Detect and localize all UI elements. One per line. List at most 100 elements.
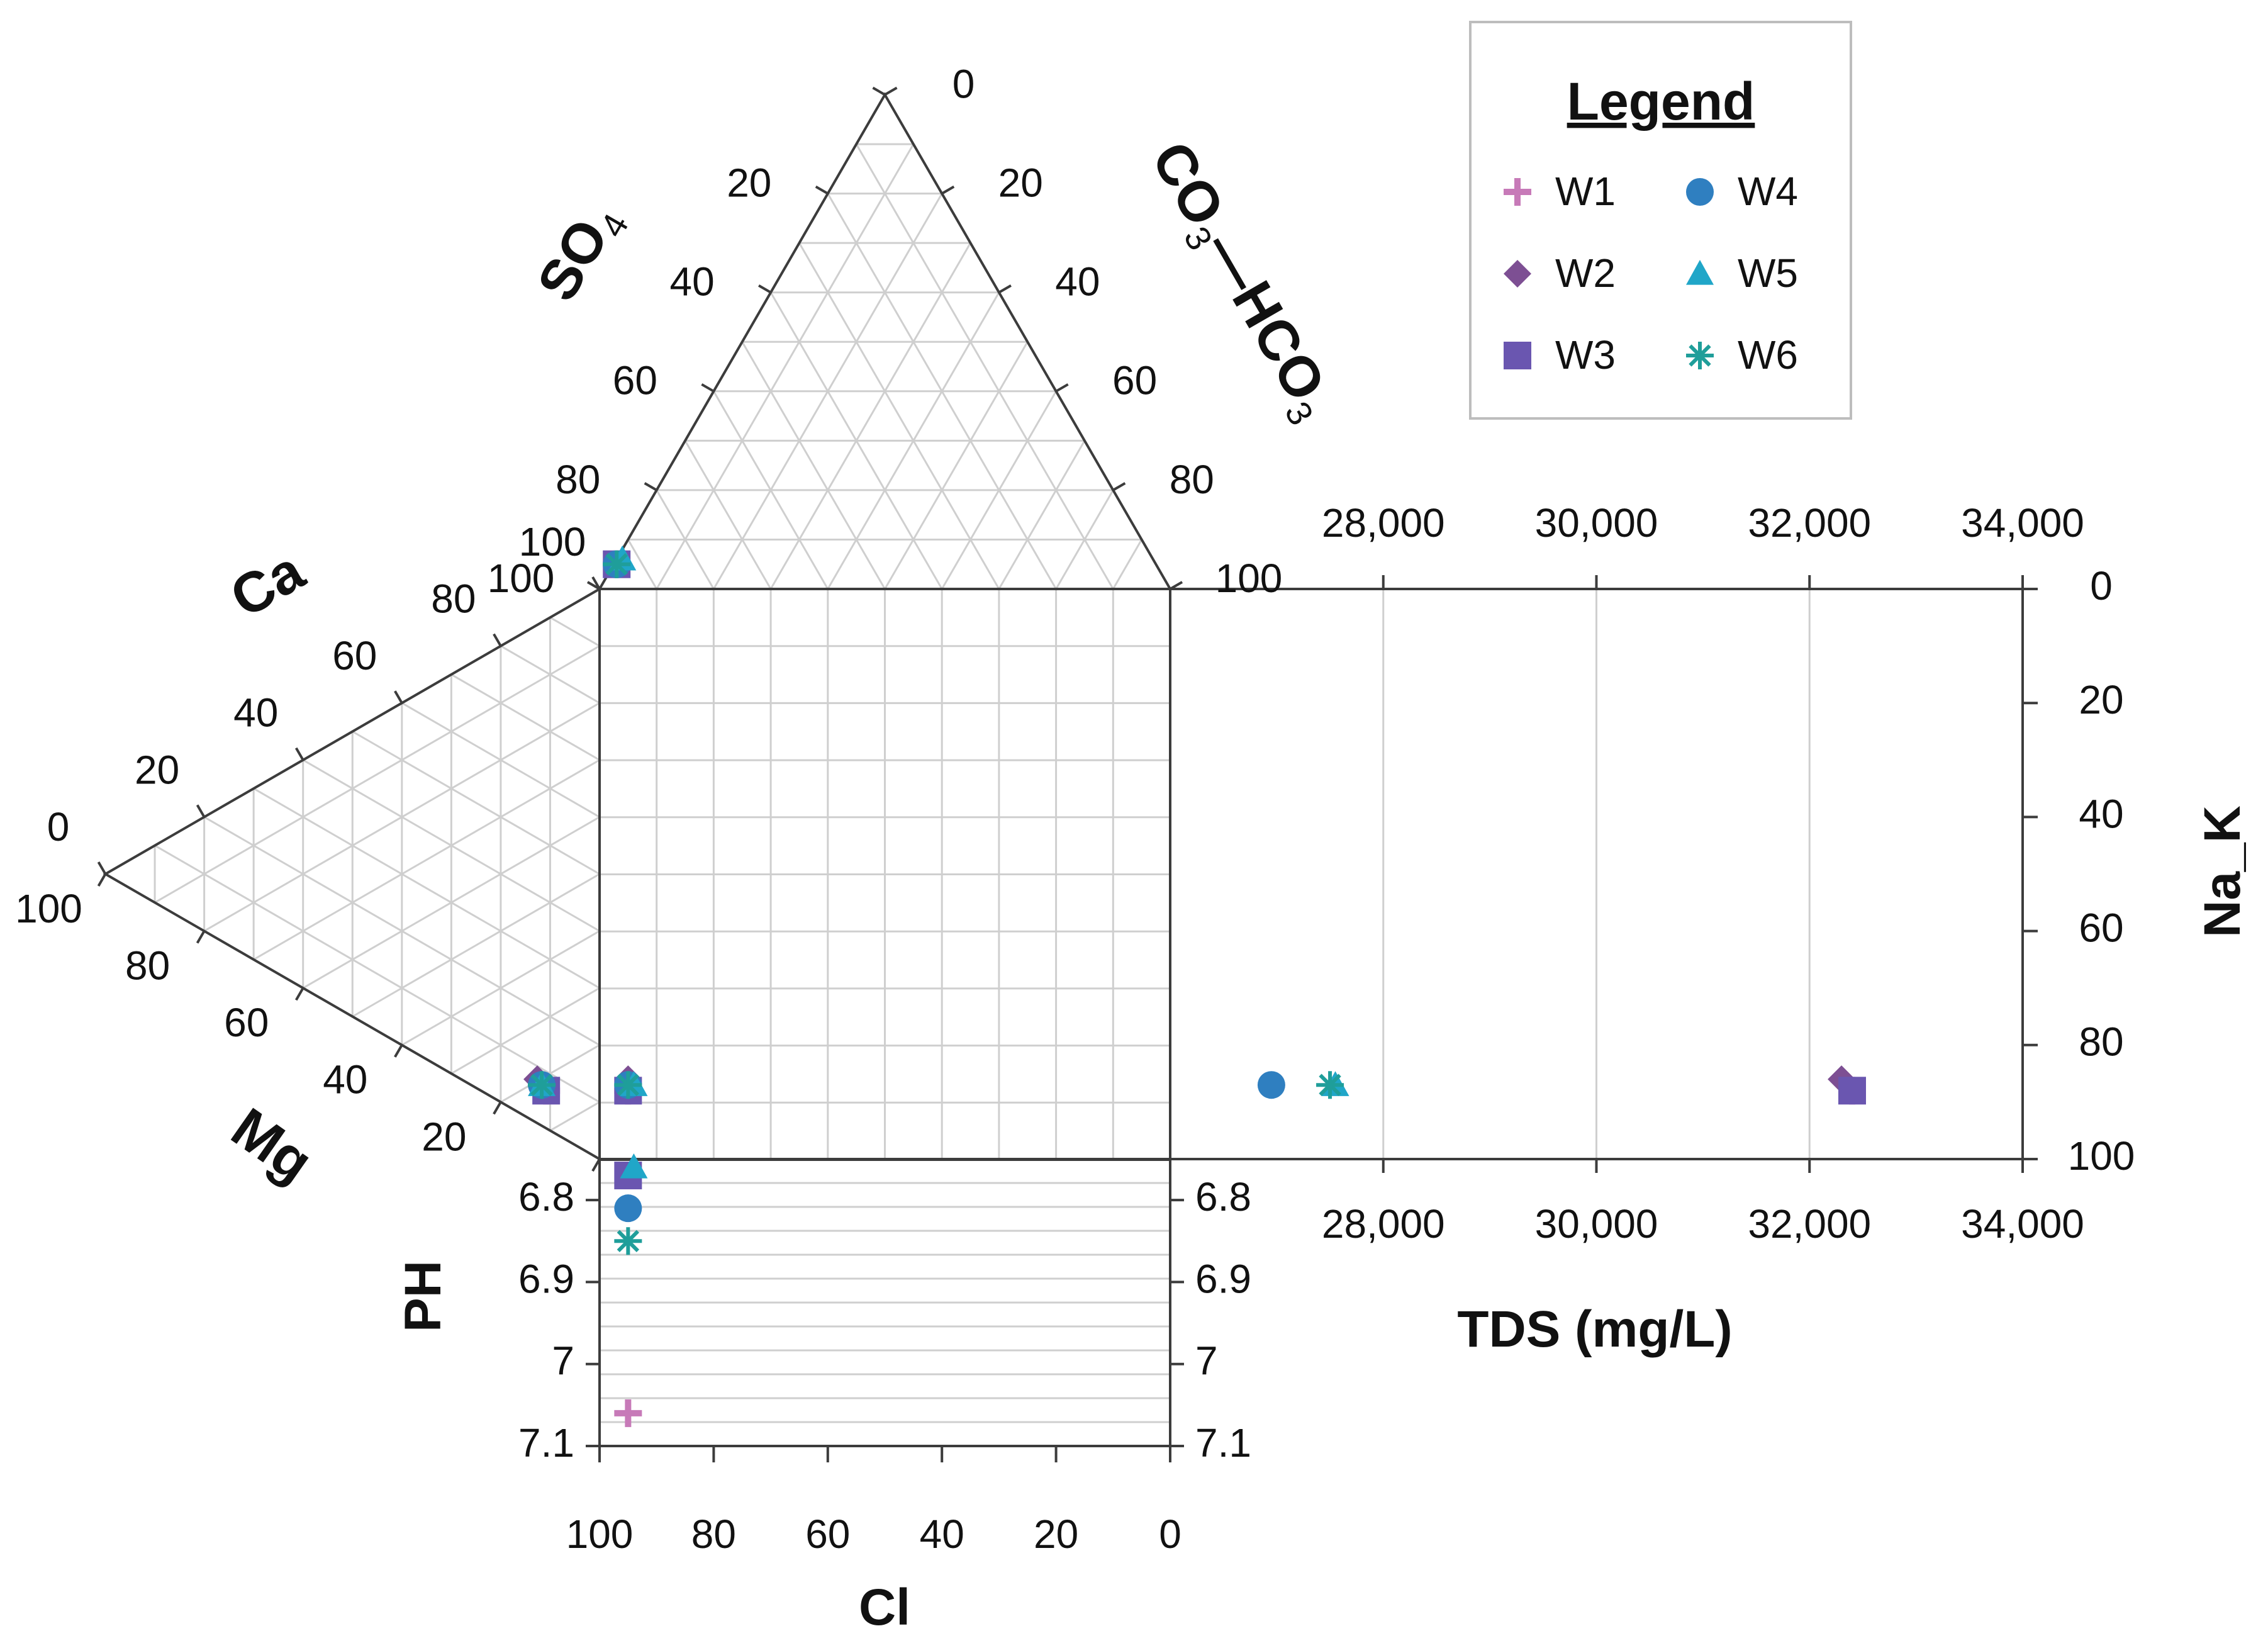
- cation-triangle-grid: [450, 673, 600, 761]
- cation-triangle-grid: [253, 759, 600, 961]
- mg-tick-label: 20: [422, 1114, 466, 1159]
- co3-hco3-tick-label: 60: [1112, 358, 1157, 403]
- ph-point-w1: [614, 1399, 642, 1427]
- legend-marker-w5: [1686, 260, 1714, 285]
- legend-marker-w3-shape: [1504, 342, 1531, 369]
- anion-triangle-grid: [998, 440, 1086, 590]
- co3-hco3-tick-label: 20: [998, 160, 1043, 206]
- so4-tick-label: 40: [670, 259, 715, 305]
- ph-point-w1-v: [625, 1399, 632, 1427]
- legend-label-w4: W4: [1738, 169, 1798, 214]
- so4-tick: [872, 86, 886, 96]
- co3-tick: [1112, 482, 1126, 491]
- co3-tick: [1170, 581, 1183, 590]
- ph-point-w6: [614, 1227, 642, 1255]
- anion-triangle-grid: [855, 143, 1114, 590]
- tds-point-w4-dot: [1257, 1071, 1285, 1099]
- mg-tick-label: 60: [224, 1000, 269, 1045]
- nak-tick-label: 60: [2079, 905, 2123, 951]
- ph-point-w4-dot: [614, 1194, 642, 1223]
- tds-tick-label-bottom: 28,000: [1322, 1201, 1445, 1247]
- anion-triangle-grid: [884, 341, 1029, 590]
- grid-layer: [154, 143, 1811, 1423]
- co3-hco3-axis-title: CO3—HCO3: [1134, 132, 1347, 432]
- co3-hco3-tick-label: 80: [1170, 457, 1214, 502]
- nak-axis-title: Na_K: [2194, 805, 2251, 938]
- so4-tick: [758, 284, 772, 294]
- legend-marker-w2: [1504, 260, 1531, 288]
- legend: Legend W1 W4 W2 W5 W3 W6: [1469, 21, 1852, 420]
- ca-tick: [591, 576, 601, 590]
- so4-tick-label: 100: [488, 556, 555, 601]
- nak-tick-label: 20: [2079, 677, 2123, 722]
- cation-triangle-grid: [549, 1101, 600, 1131]
- ca-tick: [493, 633, 502, 647]
- anion-triangle-grid: [627, 539, 657, 590]
- cation-triangle-grid: [352, 731, 600, 875]
- co3-tick: [884, 86, 898, 96]
- ph-tick-label-right: 6.8: [1195, 1174, 1251, 1219]
- tds-tick-label-top: 28,000: [1322, 500, 1445, 546]
- square-point-w6: [614, 1071, 642, 1099]
- mg-tick: [196, 930, 206, 944]
- tds-point-w3-shape: [1838, 1077, 1866, 1105]
- co3-hco3-tick-label: 40: [1055, 259, 1100, 305]
- ca-axis-title: Ca: [220, 539, 315, 630]
- legend-box: [1469, 21, 1852, 420]
- so4-tick: [644, 482, 657, 491]
- ca-tick-label: 100: [519, 519, 586, 564]
- so4-tick: [815, 185, 829, 195]
- cation-triangle-grid: [450, 987, 600, 1075]
- ph-tick-label-left: 6.8: [518, 1174, 574, 1219]
- ph-frame: [598, 1158, 1171, 1447]
- tds-point-w4: [1257, 1071, 1285, 1099]
- tds-tick-label-bottom: 32,000: [1748, 1201, 1871, 1247]
- anion-triangle-grid: [769, 242, 971, 590]
- cl-tick-label: 100: [566, 1511, 634, 1557]
- anion-triangle-grid: [798, 242, 1000, 590]
- so4-tick-label: 60: [613, 358, 657, 403]
- cation-triangle-grid: [203, 702, 600, 932]
- cation-point-w6: [528, 1071, 556, 1099]
- ph-tick-label-left: 7.1: [518, 1420, 574, 1466]
- ca-tick-label: 40: [233, 690, 278, 736]
- cl-axis-title: Cl: [859, 1579, 910, 1636]
- ca-tick-label: 80: [431, 576, 476, 622]
- ph-point-w6-ray: [617, 1230, 640, 1252]
- so4-axis-title: SO4: [525, 192, 636, 315]
- cation-point-w6-ray: [530, 1073, 553, 1096]
- anion-point-w6: [603, 550, 631, 578]
- cation-triangle-grid: [253, 787, 600, 989]
- tds-point-w3: [1838, 1077, 1866, 1105]
- cl-tick-label: 40: [920, 1511, 964, 1557]
- legend-marker-w1: [1504, 178, 1531, 206]
- ca-tick: [294, 747, 304, 761]
- legend-marker-w6-ray: [1689, 344, 1711, 367]
- ca-tick: [394, 690, 403, 704]
- ca-tick-label: 0: [47, 804, 70, 849]
- so4-tick: [701, 383, 715, 393]
- co3-hco3-tick-label: 0: [952, 61, 975, 106]
- tds-tick-label-top: 32,000: [1748, 500, 1871, 546]
- nak-tick-label: 40: [2079, 791, 2123, 836]
- anion-triangle-grid: [713, 193, 943, 590]
- legend-marker-w4-dot: [1686, 178, 1714, 206]
- data-points: [523, 545, 1866, 1427]
- mg-tick-label: 40: [323, 1057, 367, 1102]
- anion-triangle-grid: [741, 341, 886, 590]
- so4-tick-label: 20: [727, 160, 771, 206]
- legend-label-w2: W2: [1555, 250, 1616, 296]
- ph-point-w5-shape: [620, 1153, 648, 1179]
- ph-point-w5: [620, 1153, 648, 1179]
- legend-marker-w6: [1686, 342, 1714, 369]
- legend-marker-w2-shape: [1504, 260, 1531, 288]
- co3-tick: [941, 185, 955, 195]
- ca-tick-label: 60: [332, 633, 377, 678]
- label-layer: 1008060402002040608010010080604020010080…: [15, 61, 2135, 1556]
- legend-marker-w3: [1504, 342, 1531, 369]
- ph-point-w4: [614, 1194, 642, 1223]
- so4-tick-label: 80: [556, 457, 600, 502]
- nak-tick-label: 0: [2090, 563, 2113, 608]
- ca-tick-label: 20: [135, 747, 179, 792]
